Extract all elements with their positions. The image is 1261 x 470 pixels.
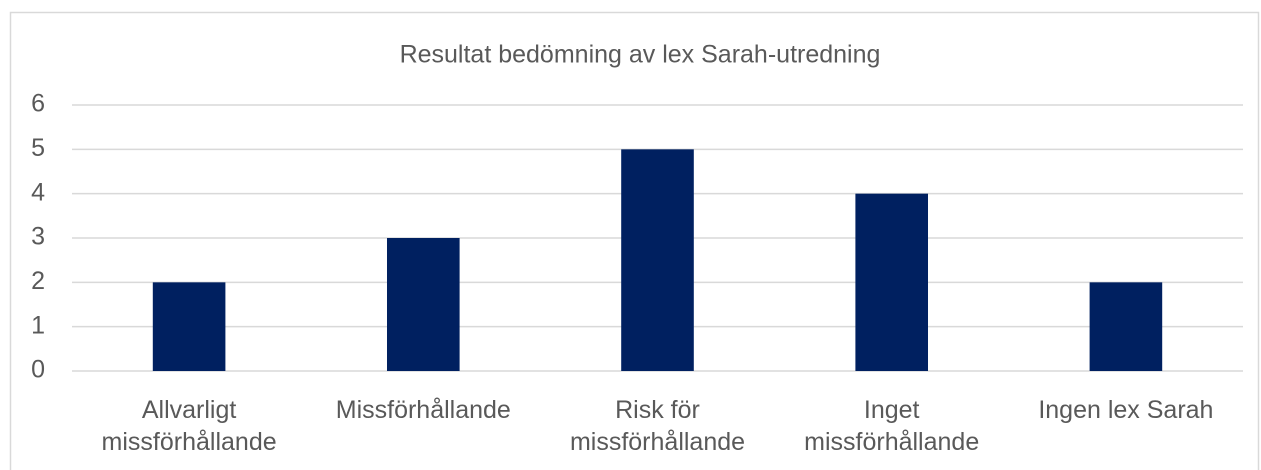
bar — [855, 193, 929, 371]
y-tick-label: 0 — [31, 356, 45, 384]
x-tick-label: Ingen lex Sarah — [1038, 396, 1213, 424]
chart-title: Resultat bedömning av lex Sarah-utrednin… — [400, 41, 881, 69]
y-tick-label: 5 — [31, 134, 45, 162]
y-tick-label: 3 — [31, 223, 45, 251]
bar — [386, 238, 460, 371]
x-tick-label: Allvarligt missförhållande — [102, 396, 277, 456]
x-tick-label: Inget missförhållande — [804, 396, 979, 456]
y-tick-label: 1 — [31, 311, 45, 339]
bar — [1089, 282, 1163, 371]
y-tick-label: 2 — [31, 267, 45, 295]
y-tick-label: 6 — [31, 90, 45, 118]
x-tick-label: Missförhållande — [336, 396, 511, 424]
bar — [621, 149, 694, 371]
y-tick-label: 4 — [31, 178, 45, 206]
x-tick-label: Risk för missförhållande — [570, 396, 745, 456]
bar — [152, 282, 226, 371]
